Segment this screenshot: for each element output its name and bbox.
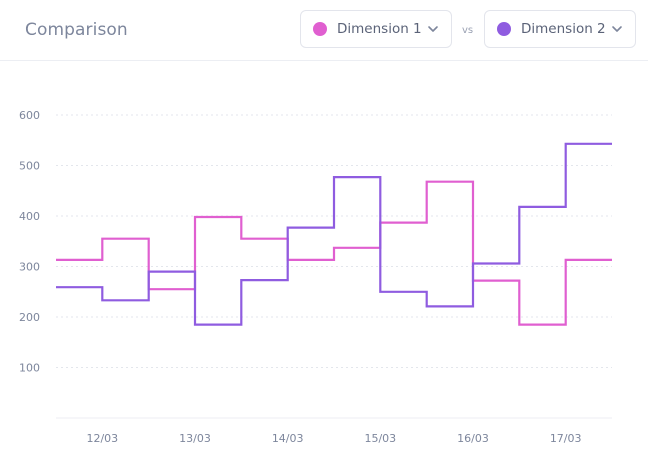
page-title: Comparison bbox=[25, 20, 128, 40]
dimension-2-color-dot bbox=[497, 22, 511, 36]
y-tick-label: 300 bbox=[19, 261, 40, 274]
chart-header: Comparison Dimension 1 vs Dimension 2 bbox=[0, 0, 648, 61]
x-tick-label: 15/03 bbox=[364, 432, 396, 445]
y-tick-label: 200 bbox=[19, 311, 40, 324]
vs-label: vs bbox=[462, 25, 474, 36]
x-tick-label: 12/03 bbox=[86, 432, 118, 445]
y-tick-label: 100 bbox=[19, 362, 40, 375]
step-line-chart: 100 200 300 400 500 600 12/03 13/03 14/03 15/03 16… bbox=[19, 109, 612, 445]
dimension-2-label: Dimension 2 bbox=[521, 21, 606, 37]
x-tick-label: 13/03 bbox=[179, 432, 211, 445]
chevron-down-icon bbox=[428, 26, 438, 32]
x-tick-label: 17/03 bbox=[550, 432, 582, 445]
chevron-down-icon bbox=[612, 26, 622, 32]
series-line-2 bbox=[56, 142, 612, 326]
dimension-1-label: Dimension 1 bbox=[337, 21, 422, 37]
x-tick-label: 16/03 bbox=[457, 432, 489, 445]
y-tick-label: 600 bbox=[19, 109, 40, 122]
dimension-1-color-dot bbox=[313, 22, 327, 36]
dimension-2-dropdown[interactable]: Dimension 2 bbox=[484, 10, 636, 48]
y-tick-label: 400 bbox=[19, 210, 40, 223]
dimension-1-dropdown[interactable]: Dimension 1 bbox=[300, 10, 452, 48]
y-tick-label: 500 bbox=[19, 160, 40, 173]
x-tick-label: 14/03 bbox=[272, 432, 304, 445]
